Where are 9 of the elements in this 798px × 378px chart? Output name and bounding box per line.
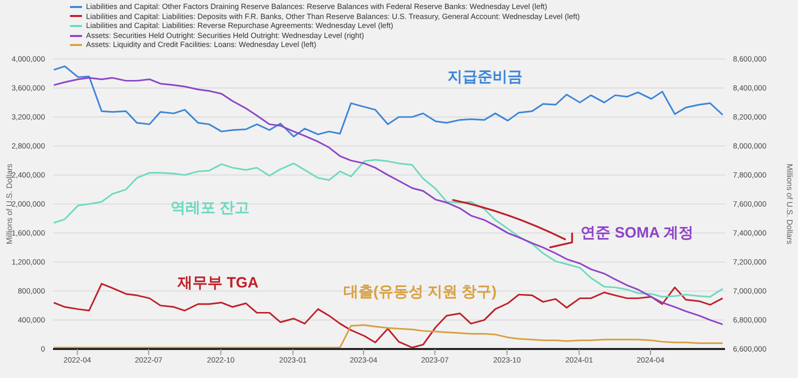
annotation: 재무부 TGA xyxy=(178,274,258,292)
line-series xyxy=(53,324,724,348)
line-series xyxy=(53,158,724,298)
annotation: 연준 SOMA 계정 xyxy=(580,224,694,242)
annotation: 지급준비금 xyxy=(448,68,522,86)
line-series xyxy=(53,65,724,138)
annotation: 대출(유동성 지원 창구) xyxy=(343,282,497,302)
annotation: 역레포 잔고 xyxy=(170,198,250,218)
y2-axis-title: Millions of U.S. Dollars xyxy=(785,164,794,244)
